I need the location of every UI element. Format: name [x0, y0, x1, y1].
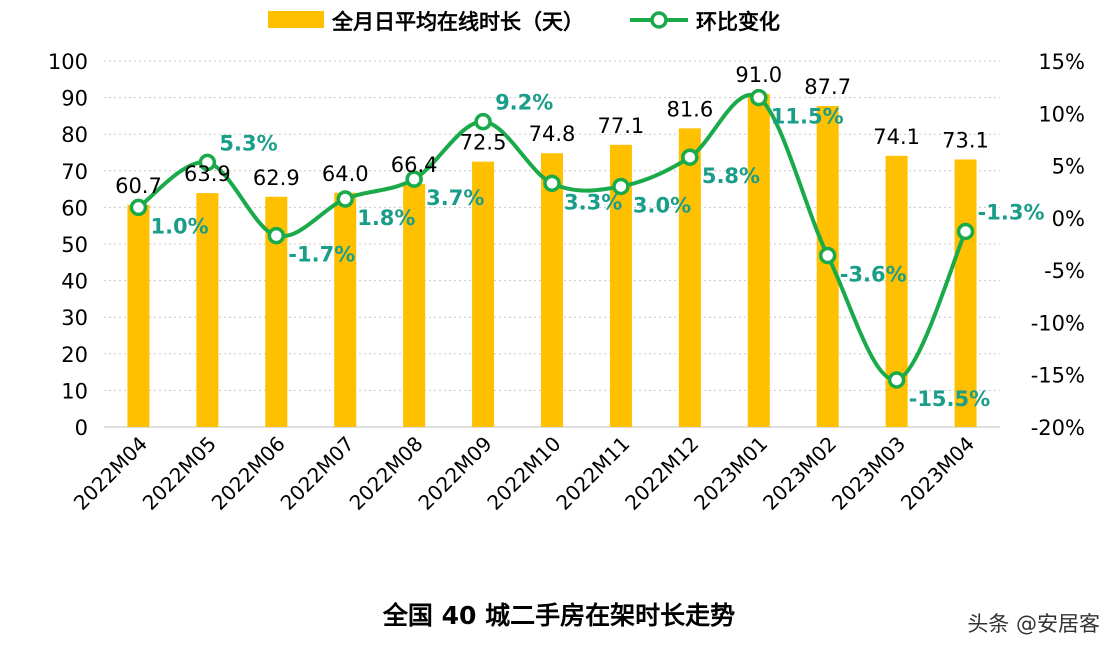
x-tick-label: 2022M07 [276, 432, 359, 515]
bar [334, 192, 357, 427]
line-data-label: 5.3% [219, 131, 277, 155]
line-marker [129, 198, 148, 217]
y-left-tick: 90 [61, 87, 88, 111]
x-tick-label: 2023M02 [758, 432, 841, 515]
bar [403, 183, 426, 427]
line-data-label: 1.8% [357, 206, 415, 230]
line-data-label: -1.3% [978, 200, 1045, 224]
y-right-tick: 0% [1052, 207, 1085, 231]
line-data-label: -3.6% [840, 263, 907, 287]
line-marker [336, 190, 354, 208]
line-data-label: 1.0% [150, 214, 208, 238]
y-left-tick: 0 [75, 416, 88, 440]
combo-chart: 0 10 20 30 40 50 60 70 80 90 100 -20% -15% -10% -5% 0% 5… [48, 10, 1085, 515]
y-right-tick: 5% [1052, 155, 1085, 179]
legend-bar-swatch [268, 11, 324, 28]
bar [885, 155, 908, 427]
x-tick-label: 2022M12 [620, 432, 703, 515]
line-marker [887, 371, 906, 389]
bar-data-label: 62.9 [253, 166, 300, 190]
bar-data-label: 87.7 [804, 75, 851, 99]
y-left-tick: 100 [48, 50, 88, 74]
bar [265, 196, 288, 427]
line-marker [267, 226, 286, 245]
x-tick-label: 2023M04 [896, 432, 979, 515]
line-data-label: 11.5% [771, 105, 844, 129]
bar-data-label: 66.4 [391, 153, 438, 177]
line-data-label: 3.0% [633, 193, 691, 217]
line-marker [612, 177, 630, 196]
y-left-tick: 80 [61, 123, 88, 147]
line-marker [818, 246, 837, 265]
y-left-tick: 20 [61, 343, 88, 367]
line-data-label: -15.5% [909, 387, 991, 411]
y-left-tick: 60 [61, 196, 88, 220]
line-marker [198, 153, 217, 172]
y-right-tick: 15% [1038, 50, 1085, 74]
x-tick-label: 2022M11 [551, 432, 634, 515]
line-data-label: 9.2% [495, 91, 553, 115]
legend-line-marker [650, 11, 668, 29]
bar-data-label: 63.9 [184, 162, 231, 186]
bar-data-label: 64.0 [322, 162, 369, 186]
y-right-tick: -10% [1031, 311, 1085, 335]
y-right-tick: -15% [1031, 364, 1085, 388]
bar-data-label: 77.1 [598, 114, 645, 138]
line-data-label: 3.3% [564, 190, 622, 214]
bar [541, 153, 563, 427]
x-tick-label: 2022M10 [482, 432, 565, 515]
line-marker [750, 88, 768, 107]
watermark: 头条 @安居客 [967, 612, 1100, 636]
line-data-label: 5.8% [702, 164, 760, 188]
bar [609, 144, 632, 427]
x-tick-label: 2022M08 [345, 432, 428, 515]
legend-bar-label: 全月日平均在线时长（天） [331, 10, 584, 34]
bar-data-label: 81.6 [666, 97, 713, 121]
y-left-tick: 70 [61, 160, 88, 184]
legend-line-label: 环比变化 [696, 10, 780, 34]
x-tick-label: 2022M04 [69, 432, 152, 515]
bar-data-label: 74.8 [529, 122, 576, 146]
bar [816, 106, 839, 427]
bar [678, 128, 701, 427]
bar-data-label: 72.5 [460, 131, 507, 155]
y-right-tick: -20% [1031, 416, 1085, 440]
bar-data-label: 60.7 [115, 174, 162, 198]
y-right-tick: -5% [1044, 259, 1085, 283]
line-marker [956, 222, 975, 241]
line-marker [543, 174, 561, 193]
chart-title: 全国 40 城二手房在架时长走势 [382, 601, 736, 630]
x-tick-label: 2022M05 [138, 432, 221, 515]
bar [472, 161, 495, 427]
line-data-label: 3.7% [426, 186, 484, 210]
bar-data-label: 73.1 [942, 128, 989, 152]
y-left-tick: 30 [61, 306, 88, 330]
bar [747, 93, 770, 427]
bar [196, 193, 219, 427]
x-tick-label: 2023M01 [689, 432, 772, 515]
line-marker [681, 148, 699, 166]
x-tick-label: 2023M03 [827, 432, 910, 515]
x-tick-label: 2022M06 [207, 432, 290, 515]
y-right-tick: 10% [1038, 102, 1085, 126]
bar-data-label: 74.1 [873, 125, 920, 149]
bar-data-label: 91.0 [735, 63, 782, 87]
bar [127, 204, 150, 427]
y-left-tick: 40 [61, 270, 88, 294]
x-tick-label: 2022M09 [413, 432, 496, 515]
y-left-tick: 50 [61, 233, 88, 257]
line-marker [405, 170, 423, 188]
line-marker [474, 112, 492, 131]
y-left-tick: 10 [61, 379, 88, 403]
line-data-label: -1.7% [288, 243, 355, 267]
